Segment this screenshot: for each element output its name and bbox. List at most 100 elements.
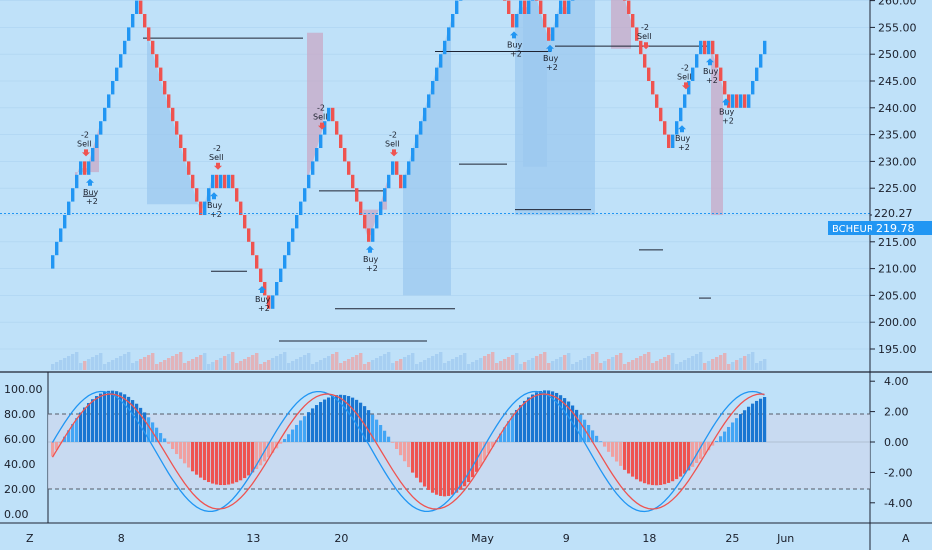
buy-signal[interactable]: Buy+2 bbox=[83, 178, 99, 206]
renko-brick-up bbox=[135, 0, 139, 14]
price-tick-label: 200.00 bbox=[878, 316, 917, 329]
volume-bar bbox=[459, 355, 463, 370]
buy-signal[interactable]: Buy+2 bbox=[207, 192, 223, 219]
volume-bar bbox=[347, 359, 351, 370]
renko-brick-up bbox=[691, 67, 695, 81]
signal-label: Buy bbox=[507, 40, 523, 49]
timezone-button[interactable]: Z bbox=[26, 532, 34, 545]
renko-brick-down bbox=[155, 54, 159, 68]
oscillator-histogram-bar bbox=[715, 440, 719, 442]
oscillator-histogram-bar bbox=[143, 412, 147, 442]
buy-signal[interactable]: Buy+2 bbox=[719, 98, 735, 125]
volume-bar bbox=[555, 359, 559, 370]
volume-bar bbox=[639, 356, 643, 370]
trend-fill-area bbox=[711, 47, 723, 215]
oscillator-histogram-bar bbox=[539, 390, 543, 442]
renko-brick-down bbox=[647, 67, 651, 81]
oscillator-histogram-bar bbox=[763, 396, 767, 442]
renko-brick-up bbox=[283, 255, 287, 269]
buy-signal[interactable]: Buy+2 bbox=[507, 31, 523, 58]
volume-bar bbox=[267, 360, 271, 370]
signal-value: +2 bbox=[722, 116, 734, 125]
renko-brick-up bbox=[115, 67, 119, 81]
renko-brick-up bbox=[699, 40, 703, 55]
buy-signal[interactable]: Buy+2 bbox=[363, 245, 379, 273]
oscillator-right-axis[interactable]: -4.00 -2.00 0.00 2.00 4.00 bbox=[870, 375, 912, 510]
renko-brick-up bbox=[91, 148, 95, 162]
volume-bar bbox=[407, 355, 411, 370]
oscillator-histogram-bar bbox=[447, 442, 451, 496]
oscillator-histogram-bar bbox=[479, 442, 483, 467]
renko-brick-up bbox=[131, 14, 135, 28]
volume-bar bbox=[551, 361, 555, 370]
volume-bar bbox=[471, 362, 475, 370]
oscillator-histogram-bar bbox=[131, 400, 135, 442]
buy-signal[interactable]: Buy+2 bbox=[703, 58, 719, 85]
oscillator-histogram-bar bbox=[519, 405, 523, 442]
oscillator-histogram-bar bbox=[467, 442, 471, 483]
volume-bar bbox=[383, 354, 387, 370]
volume-bar bbox=[67, 356, 71, 370]
current-price-label-box bbox=[872, 221, 932, 235]
volume-bar bbox=[419, 362, 423, 370]
renko-brick-down bbox=[627, 0, 631, 14]
volume-bar bbox=[91, 357, 95, 370]
oscillator-histogram-bar bbox=[427, 442, 431, 490]
volume-bar bbox=[271, 358, 275, 370]
sell-arrow-icon bbox=[318, 122, 326, 130]
volume-bar bbox=[495, 363, 499, 370]
renko-brick-down bbox=[359, 201, 363, 215]
oscillator-histogram-bar bbox=[87, 403, 91, 442]
volume-bar bbox=[755, 363, 759, 370]
volume-bar bbox=[599, 363, 603, 370]
volume-bar bbox=[363, 364, 367, 370]
buy-signal[interactable]: Buy+2 bbox=[543, 44, 559, 72]
volume-bar bbox=[627, 362, 631, 370]
oscillator-histogram-bar bbox=[351, 397, 355, 442]
renko-brick-up bbox=[519, 0, 523, 14]
renko-brick-up bbox=[459, 0, 463, 1]
symbol-label-box bbox=[828, 221, 880, 235]
renko-brick-down bbox=[159, 67, 163, 81]
volume-bar bbox=[479, 358, 483, 370]
oscillator-histogram-bar bbox=[207, 442, 211, 483]
renko-brick-up bbox=[327, 107, 331, 122]
trend-fill-area bbox=[147, 34, 211, 209]
volume-bar bbox=[499, 361, 503, 370]
volume-bar bbox=[127, 352, 131, 370]
renko-brick-down bbox=[631, 14, 635, 28]
renko-brick-down bbox=[367, 228, 371, 242]
auto-scale-button[interactable]: A bbox=[902, 532, 910, 545]
buy-signal[interactable]: Buy+2 bbox=[675, 125, 691, 152]
oscillator-histogram-bar bbox=[295, 424, 299, 442]
renko-brick-up bbox=[375, 215, 379, 229]
time-tick-label: 13 bbox=[246, 532, 260, 545]
buy-arrow-icon bbox=[706, 58, 714, 66]
oscillator-left-tick-label: 60.00 bbox=[4, 433, 36, 446]
oscillator-histogram-bar bbox=[751, 403, 755, 442]
volume-bar bbox=[235, 363, 239, 370]
renko-brick-up bbox=[559, 0, 563, 14]
renko-brick-down bbox=[259, 268, 263, 282]
volume-bar bbox=[623, 364, 627, 370]
time-axis[interactable]: 8 13 20 May 9 18 25 Jun bbox=[118, 532, 795, 545]
volume-bar bbox=[75, 352, 79, 370]
renko-brick-up bbox=[271, 295, 275, 309]
oscillator-histogram-bar bbox=[431, 442, 435, 493]
volume-bar bbox=[603, 361, 607, 370]
volume-bar bbox=[655, 361, 659, 370]
renko-brick-up bbox=[411, 148, 415, 162]
renko-brick-down bbox=[715, 54, 719, 68]
oscillator-histogram-bar bbox=[63, 436, 67, 442]
oscillator-left-axis[interactable]: 0.00 20.00 40.00 60.00 80.00 100.00 bbox=[4, 383, 43, 521]
buy-signal[interactable]: Buy+2 bbox=[255, 286, 271, 313]
signal-label: Sell bbox=[385, 139, 399, 148]
renko-brick-down bbox=[267, 295, 271, 309]
